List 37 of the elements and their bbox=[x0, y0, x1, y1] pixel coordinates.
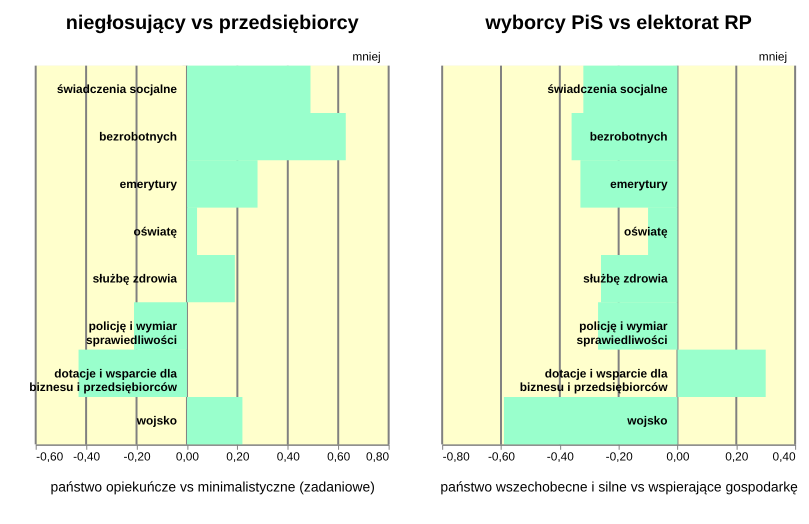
y-tick-label: służbę zdrowia bbox=[92, 272, 178, 286]
x-tick-label: 0,80 bbox=[366, 450, 390, 464]
y-tick-label: bezrobotnych bbox=[590, 130, 668, 144]
y-tick-label: świadczenia socjalne bbox=[56, 82, 178, 96]
text: mniej bbox=[352, 50, 381, 64]
y-tick-label: służbę zdrowia bbox=[583, 272, 668, 286]
x-axis-title: państwo wszechobecne i silne vs wspierające gospodarkę bbox=[440, 478, 798, 494]
chart-title: niegłosujący vs przedsiębiorcy bbox=[66, 12, 359, 34]
x-tick-label: 0,60 bbox=[327, 450, 351, 464]
x-tick-label: -0,40 bbox=[73, 450, 101, 464]
x-tick-label: -0,20 bbox=[123, 450, 151, 464]
y-tick-label: bezrobotnych bbox=[99, 130, 178, 144]
x-tick-label: 0,20 bbox=[226, 450, 250, 464]
x-tick-label: -0,60 bbox=[36, 450, 64, 464]
x-axis-title: państwo opiekuńcze vs minimalistyczne (zadaniowe) bbox=[50, 478, 375, 494]
x-tick-label: 0,00 bbox=[176, 450, 200, 464]
x-tick-label: -0,60 bbox=[488, 450, 516, 464]
x-tick-label: -0,80 bbox=[442, 450, 470, 464]
x-tick-label: -0,40 bbox=[546, 450, 574, 464]
x-tick-label: 0,40 bbox=[772, 450, 796, 464]
y-tick-label: emerytury bbox=[120, 176, 178, 191]
y-tick-label: wojsko bbox=[136, 414, 178, 428]
y-tick-label: oświatę bbox=[133, 224, 178, 238]
y-tick-label: dotacje i wsparcie dla biznesu i przedsiębiorców bbox=[29, 366, 178, 394]
y-tick-label: dotacje i wsparcie dla biznesu i przedsiębiorców bbox=[520, 366, 668, 394]
y-tick-label: policję i wymiar sprawiedliwości bbox=[576, 318, 668, 347]
text: mniej bbox=[758, 50, 788, 64]
x-tick-label: 0,00 bbox=[666, 450, 690, 464]
y-tick-label: emerytury bbox=[610, 176, 668, 191]
y-tick-label: policję i wymiar sprawiedliwości bbox=[86, 318, 178, 347]
x-tick-label: -0,20 bbox=[606, 450, 634, 464]
y-tick-label: świadczenia socjalne bbox=[547, 82, 668, 96]
y-tick-label: wojsko bbox=[626, 414, 668, 428]
x-tick-label: 0,20 bbox=[725, 450, 749, 464]
chart-title: wyborcy PiS vs elektorat RP bbox=[484, 12, 752, 34]
x-tick-label: 0,40 bbox=[276, 450, 300, 464]
y-tick-label: oświatę bbox=[624, 224, 668, 238]
